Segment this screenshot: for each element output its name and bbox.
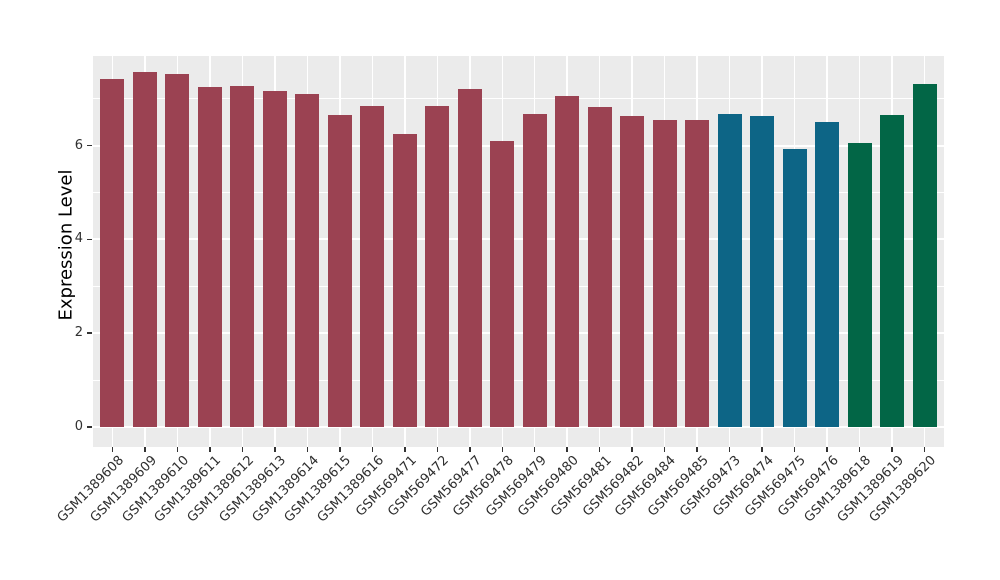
major-gridline — [93, 426, 944, 428]
x-tick-mark — [793, 447, 796, 452]
y-tick-mark — [87, 332, 92, 334]
plot-panel — [93, 56, 944, 447]
x-tick-mark — [761, 447, 763, 452]
bar — [555, 95, 580, 427]
x-tick-mark — [923, 447, 926, 452]
bar — [815, 122, 840, 427]
minor-gridline — [93, 379, 944, 381]
bar — [750, 116, 775, 427]
x-tick-mark — [566, 447, 568, 452]
bar — [620, 116, 645, 427]
x-tick-mark — [501, 447, 503, 452]
bar — [457, 89, 482, 427]
x-tick-mark — [144, 447, 146, 452]
bar — [392, 133, 417, 427]
y-tick-mark — [87, 238, 92, 241]
major-gridline — [93, 238, 944, 241]
bar — [717, 113, 742, 427]
y-tick-label: 4 — [74, 231, 83, 247]
x-tick-mark — [696, 447, 698, 452]
minor-gridline — [93, 98, 944, 100]
y-tick-label: 2 — [74, 325, 83, 341]
major-gridline — [93, 332, 944, 335]
minor-gridline — [93, 285, 944, 287]
bar — [880, 115, 905, 427]
x-tick-mark — [891, 447, 893, 452]
bar — [197, 87, 222, 427]
x-tick-mark — [404, 447, 406, 452]
x-tick-mark — [858, 447, 861, 452]
minor-gridline — [93, 191, 944, 193]
bar — [490, 140, 515, 427]
x-tick-mark — [371, 447, 374, 452]
x-tick-mark — [241, 447, 244, 452]
bar — [132, 72, 157, 427]
x-tick-mark — [306, 447, 309, 452]
x-tick-mark — [631, 447, 633, 452]
bar — [230, 86, 255, 427]
bar — [295, 93, 320, 427]
x-tick-mark — [209, 447, 211, 452]
x-tick-mark — [826, 447, 828, 452]
y-tick-mark — [87, 144, 92, 147]
x-tick-mark — [663, 447, 666, 452]
x-tick-mark — [274, 447, 276, 452]
x-tick-mark — [469, 447, 471, 452]
bar — [847, 143, 872, 427]
y-tick-label: 6 — [74, 137, 83, 153]
x-tick-mark — [339, 447, 341, 452]
bar — [425, 105, 450, 427]
x-tick-mark — [598, 447, 601, 452]
x-tick-mark — [533, 447, 536, 452]
bar — [522, 114, 547, 427]
major-gridline — [93, 144, 944, 147]
bar — [912, 83, 937, 427]
x-tick-mark — [436, 447, 439, 452]
x-tick-mark — [728, 447, 731, 452]
bar — [262, 90, 287, 427]
bar — [100, 78, 125, 427]
y-tick-label: 0 — [74, 419, 83, 434]
bar — [360, 106, 385, 427]
bar — [587, 106, 612, 427]
bar — [652, 119, 677, 427]
bar — [685, 119, 710, 427]
bar — [165, 74, 190, 427]
bar — [327, 114, 352, 427]
bar — [782, 149, 807, 427]
y-tick-mark — [87, 426, 92, 428]
x-tick-mark — [111, 447, 114, 452]
x-tick-mark — [176, 447, 179, 452]
